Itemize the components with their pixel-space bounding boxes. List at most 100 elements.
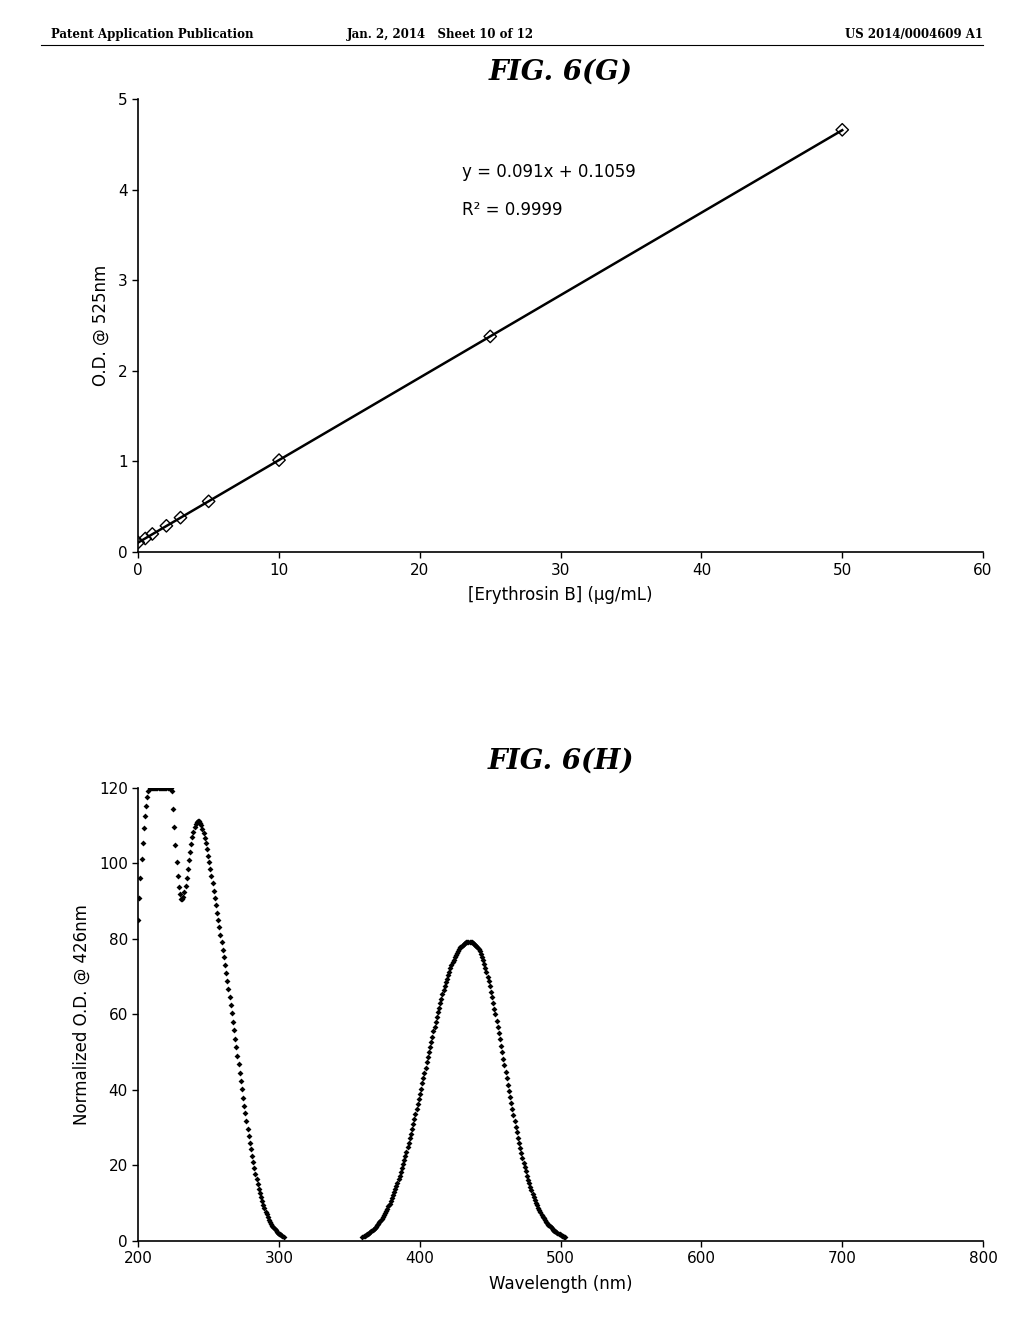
Point xyxy=(238,1102,254,1123)
Point xyxy=(364,1221,380,1242)
Point xyxy=(384,1188,400,1209)
Point xyxy=(387,1179,403,1200)
Point xyxy=(503,1093,519,1114)
Point xyxy=(194,814,210,836)
Point xyxy=(205,873,221,894)
Point xyxy=(272,1224,289,1245)
Point xyxy=(230,1053,247,1074)
Point xyxy=(208,895,224,916)
Point xyxy=(496,1048,512,1069)
Point xyxy=(216,946,232,968)
Point xyxy=(536,1208,552,1229)
Point xyxy=(501,1080,517,1101)
Point xyxy=(217,954,233,975)
Point xyxy=(209,902,225,923)
Point xyxy=(515,1152,531,1173)
Point xyxy=(152,777,168,799)
Point xyxy=(188,810,205,832)
Point xyxy=(140,780,157,801)
Point xyxy=(171,876,187,898)
Point xyxy=(521,1172,538,1193)
Point xyxy=(411,1089,427,1110)
Point xyxy=(371,1212,387,1233)
Point xyxy=(381,1193,397,1214)
Point xyxy=(266,1218,283,1239)
Point xyxy=(498,1061,514,1082)
Point xyxy=(241,1125,257,1146)
Point xyxy=(504,1098,520,1119)
Point xyxy=(487,1005,504,1026)
Point xyxy=(185,821,202,842)
Point xyxy=(154,777,170,799)
Point xyxy=(508,1117,524,1138)
Point xyxy=(396,1150,413,1171)
Point xyxy=(361,1222,378,1243)
Point xyxy=(190,810,207,832)
Text: Patent Application Publication: Patent Application Publication xyxy=(51,28,254,41)
Point xyxy=(489,1016,506,1038)
Point xyxy=(447,944,464,965)
Point xyxy=(201,491,217,512)
Point xyxy=(186,816,203,837)
Point xyxy=(488,1010,505,1031)
Point xyxy=(195,818,211,840)
Point xyxy=(502,1086,518,1107)
Point xyxy=(419,1052,435,1073)
Point xyxy=(189,810,206,832)
Point xyxy=(485,993,502,1014)
Point xyxy=(451,940,467,961)
Point xyxy=(507,1110,523,1131)
Point xyxy=(163,777,179,799)
Point xyxy=(441,961,458,982)
Point xyxy=(526,1189,543,1210)
Point xyxy=(178,867,195,888)
Point xyxy=(173,888,189,909)
Point xyxy=(206,880,222,902)
Point xyxy=(274,1225,291,1246)
Point xyxy=(358,1224,375,1245)
Point xyxy=(227,1028,244,1049)
Point xyxy=(398,1140,415,1162)
Point xyxy=(549,1222,565,1243)
Point xyxy=(193,812,209,833)
Point xyxy=(273,1225,290,1246)
Point xyxy=(174,888,190,909)
Point xyxy=(397,1146,414,1167)
Point xyxy=(255,1195,271,1216)
Point xyxy=(389,1172,406,1193)
Point xyxy=(413,1078,429,1100)
Point xyxy=(414,1073,430,1094)
Point xyxy=(516,1156,532,1177)
Point xyxy=(422,1036,438,1057)
Point xyxy=(427,1011,443,1032)
Point xyxy=(234,1086,251,1107)
Point xyxy=(377,1203,393,1224)
Point xyxy=(532,1203,549,1224)
Point xyxy=(525,1187,542,1208)
Point xyxy=(236,1096,252,1117)
Point xyxy=(500,1074,516,1096)
Point xyxy=(164,780,180,801)
Point xyxy=(393,1158,410,1179)
Point xyxy=(543,1217,559,1238)
Point xyxy=(520,1170,537,1191)
Point xyxy=(468,936,484,957)
Point xyxy=(834,119,850,140)
Point xyxy=(133,849,150,870)
Point xyxy=(462,931,478,952)
Point xyxy=(362,1221,379,1242)
Point xyxy=(424,1026,440,1047)
Point xyxy=(553,1225,569,1246)
Point xyxy=(231,1063,248,1084)
Point xyxy=(199,838,215,859)
Point xyxy=(514,1147,530,1168)
Point xyxy=(473,944,489,965)
Point xyxy=(151,777,167,799)
Point xyxy=(252,1183,268,1204)
Point xyxy=(264,1216,281,1237)
Point xyxy=(539,1213,555,1234)
Point xyxy=(267,1220,284,1241)
Point xyxy=(380,1196,396,1217)
Point xyxy=(401,1127,418,1148)
Point xyxy=(437,972,454,993)
